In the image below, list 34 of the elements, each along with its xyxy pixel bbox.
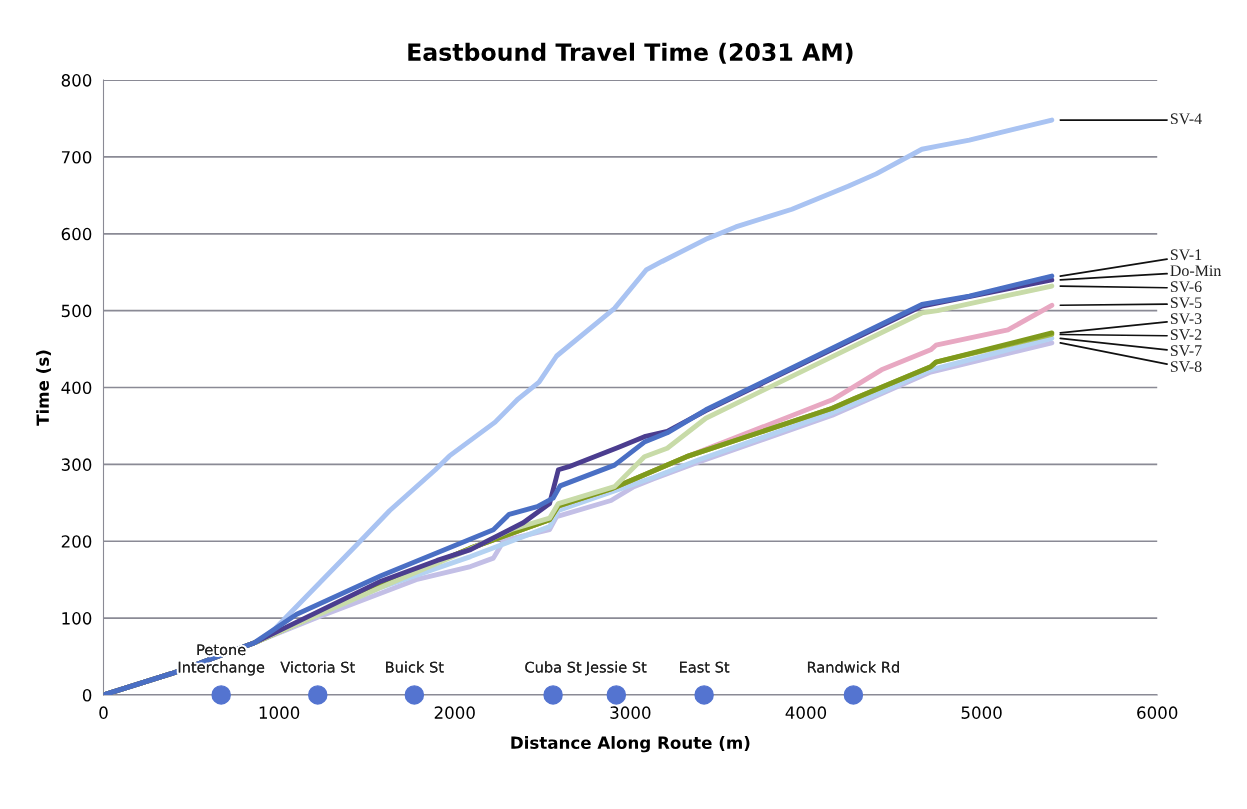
data-label: Randwick Rd: [807, 661, 899, 673]
text: SV-3: [1170, 313, 1202, 325]
text: SV-1: [1170, 249, 1202, 261]
text: SV-6: [1170, 281, 1202, 293]
y-tick-label: 700: [61, 150, 92, 164]
x-tick-label: 1000: [259, 706, 300, 719]
data-label: Jessie St: [585, 661, 647, 676]
x-tick-label: 6000: [1137, 706, 1178, 719]
text: Do-Min: [1170, 265, 1222, 277]
y-tick-label: 800: [61, 74, 92, 87]
y-tick-label: 0: [82, 688, 92, 702]
text: SV-4: [1170, 113, 1202, 125]
text: SV-8: [1170, 361, 1202, 373]
y-tick-label: 300: [61, 458, 92, 471]
data-label: Victoria St: [280, 661, 355, 673]
chart-title: Eastbound Travel Time (2031 AM): [408, 42, 853, 64]
x-tick-label: 5000: [961, 706, 1002, 719]
y-tick-label: 100: [62, 612, 92, 625]
y-tick-label: 400: [61, 381, 92, 395]
y-tick-label: 500: [61, 304, 92, 318]
x-tick-label: 2000: [434, 706, 475, 719]
data-label: Buick St: [386, 661, 444, 673]
y-tick-label: 600: [61, 227, 92, 241]
text: SV-7: [1170, 345, 1202, 357]
x-tick-label: 4000: [785, 706, 827, 719]
y-tick-label: 200: [61, 535, 92, 548]
x-tick-label: 3000: [610, 706, 651, 719]
data-label: Cuba St: [525, 661, 582, 673]
x-axis-title: Distance Along Route (m): [511, 736, 750, 753]
text: SV-5: [1170, 297, 1202, 309]
text: SV-2: [1170, 329, 1202, 341]
y-axis-title: Time (s): [36, 350, 51, 426]
data-label: East St: [680, 661, 730, 673]
x-tick-label: 0: [99, 706, 108, 719]
